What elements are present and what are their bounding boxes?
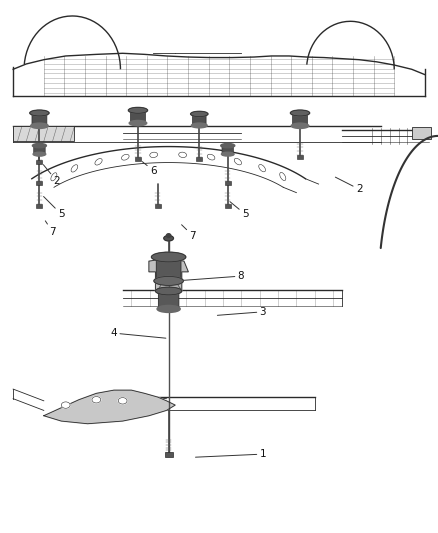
Ellipse shape xyxy=(191,111,208,117)
Ellipse shape xyxy=(118,398,127,404)
Ellipse shape xyxy=(179,152,187,158)
Text: 2: 2 xyxy=(43,165,60,186)
Text: 5: 5 xyxy=(230,201,249,219)
Text: 7: 7 xyxy=(182,225,196,240)
Ellipse shape xyxy=(207,154,215,160)
Text: 7: 7 xyxy=(45,221,56,237)
Ellipse shape xyxy=(31,123,48,128)
Ellipse shape xyxy=(33,152,46,156)
FancyBboxPatch shape xyxy=(193,113,206,126)
FancyBboxPatch shape xyxy=(225,204,231,208)
Ellipse shape xyxy=(164,236,173,241)
Text: 3: 3 xyxy=(217,307,266,317)
FancyBboxPatch shape xyxy=(159,289,179,311)
Ellipse shape xyxy=(30,110,49,116)
Text: 5: 5 xyxy=(43,197,65,219)
FancyBboxPatch shape xyxy=(36,160,42,164)
Ellipse shape xyxy=(222,152,234,156)
FancyBboxPatch shape xyxy=(131,109,145,124)
FancyBboxPatch shape xyxy=(412,127,431,139)
Ellipse shape xyxy=(221,143,235,148)
FancyBboxPatch shape xyxy=(222,144,233,155)
Ellipse shape xyxy=(157,305,180,312)
FancyBboxPatch shape xyxy=(225,181,231,185)
FancyBboxPatch shape xyxy=(135,157,141,161)
Polygon shape xyxy=(149,259,188,290)
Text: 1: 1 xyxy=(195,449,266,459)
Ellipse shape xyxy=(61,402,70,408)
Ellipse shape xyxy=(129,120,147,126)
FancyBboxPatch shape xyxy=(13,126,74,141)
Text: 6: 6 xyxy=(142,161,157,175)
Polygon shape xyxy=(44,390,175,424)
Text: 2: 2 xyxy=(336,177,363,194)
FancyBboxPatch shape xyxy=(165,452,173,457)
FancyBboxPatch shape xyxy=(36,181,42,185)
Ellipse shape xyxy=(166,233,171,237)
FancyBboxPatch shape xyxy=(36,204,42,208)
Ellipse shape xyxy=(280,173,286,181)
Ellipse shape xyxy=(152,252,186,262)
FancyBboxPatch shape xyxy=(196,157,202,161)
FancyBboxPatch shape xyxy=(155,204,161,208)
Ellipse shape xyxy=(92,397,101,403)
Polygon shape xyxy=(158,272,182,290)
Ellipse shape xyxy=(71,165,78,172)
Text: 4: 4 xyxy=(110,328,166,338)
Ellipse shape xyxy=(95,158,102,165)
Ellipse shape xyxy=(291,123,309,128)
Ellipse shape xyxy=(155,287,182,295)
Ellipse shape xyxy=(121,155,129,160)
Ellipse shape xyxy=(154,277,184,285)
Ellipse shape xyxy=(191,123,207,128)
Ellipse shape xyxy=(128,107,148,114)
Ellipse shape xyxy=(290,110,310,116)
Ellipse shape xyxy=(150,152,158,158)
Ellipse shape xyxy=(32,143,46,148)
Ellipse shape xyxy=(234,158,241,165)
FancyBboxPatch shape xyxy=(32,112,47,127)
FancyBboxPatch shape xyxy=(297,155,303,159)
FancyBboxPatch shape xyxy=(156,255,181,282)
FancyBboxPatch shape xyxy=(293,112,307,127)
Text: 8: 8 xyxy=(171,271,244,281)
Ellipse shape xyxy=(259,165,265,172)
FancyBboxPatch shape xyxy=(34,144,45,155)
Ellipse shape xyxy=(51,173,57,181)
